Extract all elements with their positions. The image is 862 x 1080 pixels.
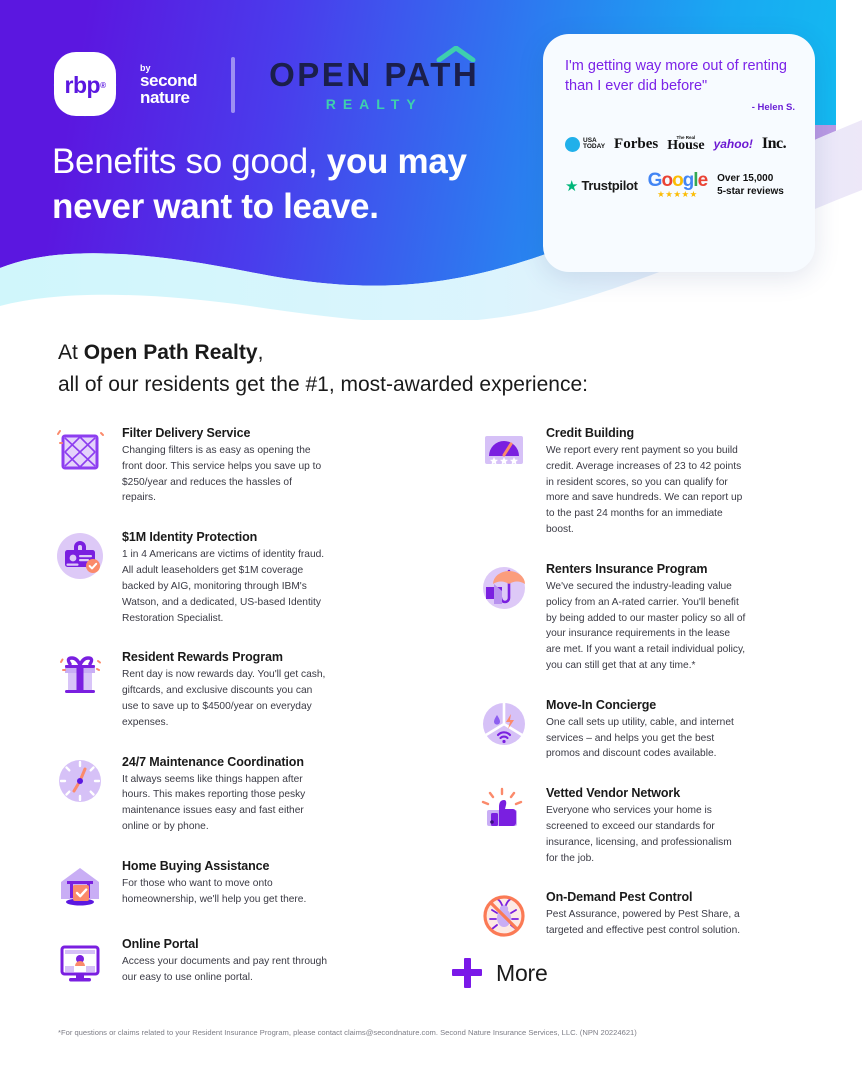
benefit-title: On-Demand Pest Control — [546, 890, 693, 905]
benefit-title: Move-In Concierge — [546, 697, 657, 712]
rbp-logo-text: rbp — [64, 71, 101, 98]
benefit-item: On-Demand Pest Control Pest Assurance, p… — [476, 888, 862, 944]
benefit-item: 24/7 Maintenance Coordination It always … — [52, 753, 438, 835]
brand-logos: rbp ® by second nature OPEN PATH REALTY — [46, 46, 480, 124]
benefit-desc: Everyone who services your home is scree… — [546, 805, 732, 864]
benefit-desc: Changing filters is as easy as opening t… — [122, 445, 322, 504]
section-heading: At Open Path Realty, all of our resident… — [58, 337, 588, 400]
benefit-desc: For those who want to move onto homeowne… — [122, 877, 307, 905]
trustpilot-logo: ★ Trustpilot — [565, 177, 638, 195]
testimonial-card: I'm getting way more out of renting than… — [543, 34, 815, 272]
trustpilot-text: Trustpilot — [581, 178, 638, 193]
benefit-item: Online Portal Access your documents and … — [52, 935, 438, 991]
benefit-title: $1M Identity Protection — [122, 530, 258, 545]
second-nature-by: by — [140, 63, 151, 73]
benefit-item: Credit Building We report every rent pay… — [476, 424, 862, 538]
reviews-line2: 5-star reviews — [717, 185, 784, 197]
logo-divider — [231, 57, 236, 113]
benefit-desc: Pest Assurance, powered by Pest Share, a… — [546, 909, 741, 937]
usa-today-line1: USA — [583, 136, 597, 144]
second-nature-word2: nature — [140, 88, 190, 107]
real-house-small: The Real — [676, 135, 696, 141]
second-nature-logo: by second nature — [140, 63, 198, 107]
roof-chevron-icon — [436, 46, 476, 62]
gift-icon — [52, 648, 108, 704]
rbp-logo-icon: rbp ® — [46, 46, 124, 124]
benefit-desc: We've secured the industry-leading value… — [546, 580, 746, 671]
reviews-count: Over 15,000 5-star reviews — [717, 173, 784, 198]
open-path-name: OPEN PATH — [269, 56, 480, 93]
forbes-logo: Forbes — [614, 135, 659, 152]
benefit-item: Home Buying Assistance For those who wan… — [52, 857, 438, 913]
benefit-title: Renters Insurance Program — [546, 561, 708, 576]
benefit-title: Home Buying Assistance — [122, 858, 270, 873]
usa-today-dot-icon — [565, 136, 580, 152]
hero-headline-bold: you may — [326, 142, 467, 181]
testimonial-author: - Helen S. — [751, 102, 795, 113]
press-logos-row: USA TODAY Forbes The Real House yahoo! I… — [565, 135, 795, 153]
benefits-column-right: Credit Building We report every rent pay… — [476, 424, 862, 1013]
monitor-icon — [52, 935, 108, 991]
testimonial-quote: I'm getting way more out of renting than… — [565, 58, 787, 94]
utilities-icon — [476, 696, 532, 752]
reviews-row: ★ Trustpilot Google ★★★★★ Over 15,000 5-… — [565, 171, 795, 200]
house-check-icon — [52, 857, 108, 913]
benefit-desc: It always seems like things happen after… — [122, 773, 306, 832]
inc-logo: Inc. — [761, 135, 787, 152]
more-label: More — [496, 959, 548, 986]
hero-headline: Benefits so good, you may never want to … — [52, 140, 467, 230]
benefit-item: Resident Rewards Program Rent day is now… — [52, 648, 438, 730]
google-wordmark: Google — [647, 170, 708, 191]
benefit-title: Credit Building — [546, 426, 635, 440]
google-stars-icon: ★★★★★ — [657, 189, 698, 199]
benefits-column-left: Filter Delivery Service Changing filters… — [52, 424, 438, 1013]
benefit-title: Vetted Vendor Network — [546, 786, 681, 801]
identity-protection-icon — [52, 528, 108, 584]
benefit-item: Move-In Concierge One call sets up utili… — [476, 696, 862, 762]
plus-icon — [452, 958, 482, 988]
section-heading-company: Open Path Realty — [83, 341, 258, 364]
open-path-sub: REALTY — [325, 96, 423, 112]
benefit-desc: 1 in 4 Americans are victims of identity… — [122, 549, 325, 624]
section-heading-line2: all of our residents get the #1, most-aw… — [58, 372, 588, 396]
benefit-desc: Rent day is now rewards day. You'll get … — [122, 669, 326, 728]
hero-banner: rbp ® by second nature OPEN PATH REALTY B… — [0, 0, 862, 320]
benefit-title: Online Portal — [122, 936, 199, 951]
usa-today-line2: TODAY — [583, 143, 606, 150]
real-house-logo: The Real House — [667, 135, 705, 153]
real-house-big: House — [667, 137, 705, 153]
yahoo-logo: yahoo! — [713, 137, 753, 151]
filter-icon — [52, 424, 108, 480]
trustpilot-star-icon: ★ — [565, 177, 579, 195]
footer-disclaimer: *For questions or claims related to your… — [58, 1028, 637, 1037]
usa-today-logo: USA TODAY — [565, 136, 606, 152]
reviews-line1: Over 15,000 — [717, 173, 774, 184]
section-heading-prefix: At — [58, 341, 84, 364]
section-heading-comma: , — [257, 341, 264, 364]
hero-headline-part2: never want to leave. — [52, 186, 379, 226]
benefit-desc: Access your documents and pay rent throu… — [122, 955, 327, 983]
benefit-desc: One call sets up utility, cable, and int… — [546, 716, 734, 760]
clock-icon — [52, 753, 108, 809]
benefit-title: Filter Delivery Service — [122, 426, 251, 440]
hero-headline-part1: Benefits so good, — [52, 142, 327, 181]
benefit-title: 24/7 Maintenance Coordination — [122, 754, 304, 769]
pest-control-icon — [476, 888, 532, 944]
open-path-logo: OPEN PATH REALTY — [269, 46, 480, 112]
benefit-desc: We report every rent payment so you buil… — [546, 445, 743, 536]
benefit-item: Filter Delivery Service Changing filters… — [52, 424, 438, 506]
benefits-columns: Filter Delivery Service Changing filters… — [0, 424, 862, 1013]
benefit-item: Vetted Vendor Network Everyone who servi… — [476, 784, 862, 866]
google-logo: Google ★★★★★ — [647, 170, 708, 200]
thumbs-up-icon — [476, 784, 532, 840]
more-row[interactable]: More — [452, 958, 548, 988]
second-nature-word1: second — [140, 71, 198, 90]
benefit-title: Resident Rewards Program — [122, 650, 283, 665]
benefit-item: Renters Insurance Program We've secured … — [476, 560, 862, 674]
umbrella-icon — [476, 560, 532, 616]
benefit-item: $1M Identity Protection 1 in 4 Americans… — [52, 528, 438, 626]
credit-gauge-icon — [476, 424, 532, 480]
